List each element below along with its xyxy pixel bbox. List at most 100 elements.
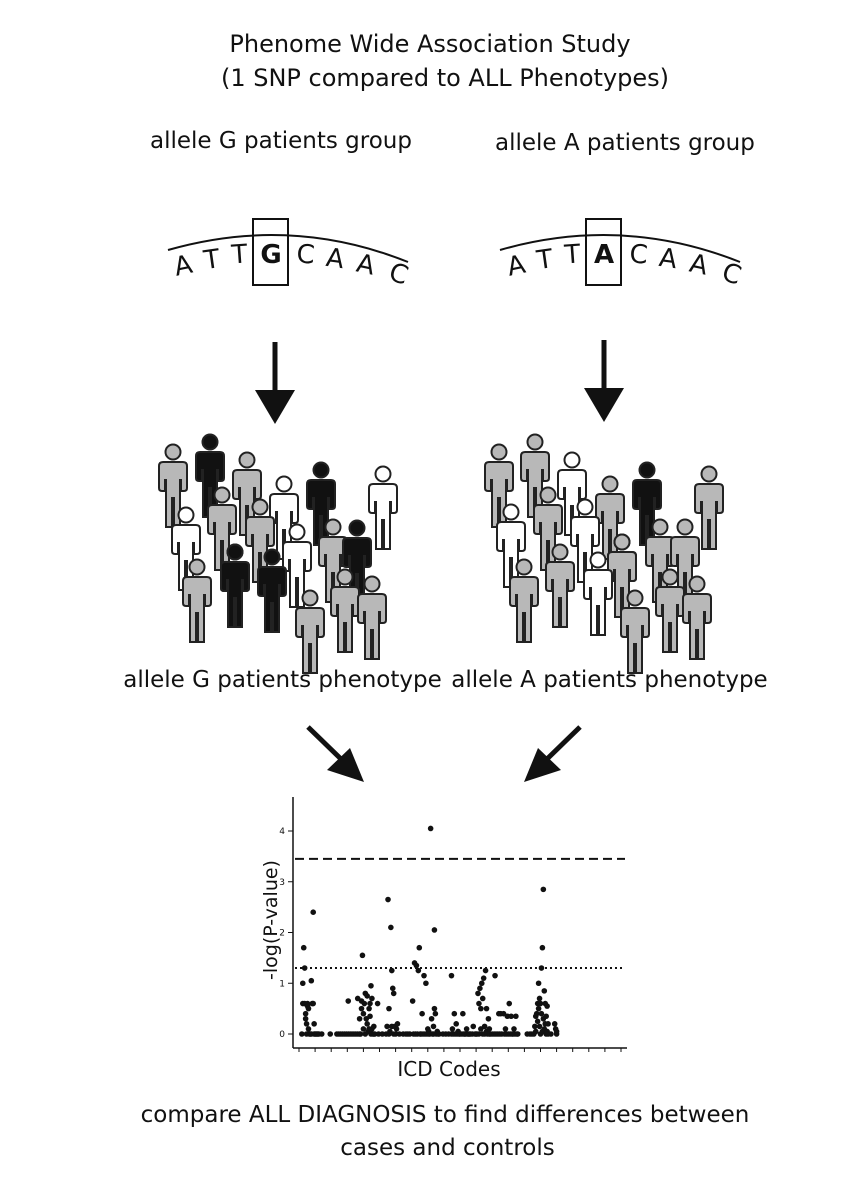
data-point	[308, 977, 315, 984]
data-point	[476, 1000, 482, 1007]
allele-g-merge-arrow	[306, 725, 364, 782]
data-point	[470, 1023, 477, 1030]
data-point	[389, 985, 396, 992]
allele-a-phenotype-label: allele A patients phenotype	[451, 667, 768, 693]
data-point	[302, 1010, 309, 1017]
y-tick-label: 2	[279, 929, 285, 939]
data-point	[460, 1010, 466, 1017]
data-point	[483, 1005, 490, 1012]
data-point	[374, 1000, 381, 1007]
data-point	[364, 993, 370, 999]
data-point	[506, 1000, 513, 1007]
allele-a-merge-arrow	[524, 725, 582, 782]
allele-a-down-arrow	[584, 340, 624, 422]
allele-g-base-2: T	[201, 244, 222, 276]
allele-a-base-5: C	[628, 239, 648, 270]
allele-g-snp-base: G	[260, 240, 281, 270]
data-point	[301, 965, 308, 971]
data-point	[361, 1000, 368, 1007]
data-point	[421, 972, 427, 979]
data-point	[477, 985, 483, 992]
allele-a-base-2: T	[534, 244, 555, 276]
data-point	[427, 825, 434, 832]
x-axis-label: ICD Codes	[397, 1057, 500, 1081]
allele-g-patient-crowd	[158, 433, 398, 674]
y-axis-label: -log(P-value)	[260, 860, 282, 980]
allele-a-group-label: allele A patients group	[495, 130, 755, 156]
data-point	[357, 1031, 364, 1037]
y-tick-label: 1	[279, 979, 285, 989]
data-point	[360, 1010, 367, 1017]
data-point	[535, 1005, 542, 1012]
data-point	[386, 1005, 392, 1012]
data-point	[393, 1026, 400, 1032]
data-point	[423, 980, 429, 987]
patient-figure-carrier	[694, 465, 724, 550]
data-point	[311, 1021, 317, 1027]
data-point	[303, 1021, 310, 1027]
data-point	[432, 1010, 439, 1017]
allele-g-down-arrow	[255, 342, 295, 424]
data-point	[389, 967, 395, 974]
data-point	[543, 1013, 549, 1020]
data-point	[299, 1031, 305, 1037]
data-point	[532, 1028, 539, 1035]
data-point	[367, 1000, 373, 1007]
data-point	[327, 1031, 334, 1037]
y-tick-label: 0	[279, 1030, 285, 1040]
data-point	[537, 1000, 544, 1007]
conclusion-line-1: compare ALL DIAGNOSIS to find difference…	[140, 1102, 750, 1128]
data-point	[463, 1026, 470, 1032]
allele-a-patient-crowd	[484, 433, 724, 674]
data-point	[541, 988, 548, 994]
data-point	[535, 980, 542, 987]
data-point	[366, 1005, 372, 1012]
data-point	[481, 1023, 488, 1030]
data-point	[486, 1026, 493, 1032]
data-point	[367, 1013, 373, 1020]
allele-g-base-1: A	[172, 250, 196, 283]
data-point	[478, 980, 485, 987]
data-point	[514, 1031, 521, 1037]
data-point	[536, 995, 543, 1002]
data-point	[453, 1021, 460, 1027]
data-point	[409, 998, 416, 1004]
data-point	[492, 972, 498, 979]
data-point	[540, 886, 547, 893]
data-point	[310, 1000, 317, 1007]
data-point	[345, 998, 352, 1004]
data-point	[534, 1018, 541, 1025]
data-point	[431, 927, 438, 933]
data-point	[359, 952, 366, 959]
allele-g-base-3: T	[229, 239, 248, 270]
y-tick-label: 4	[279, 827, 285, 837]
data-point	[511, 1026, 517, 1032]
data-point	[475, 990, 481, 997]
data-point	[394, 1021, 401, 1027]
data-point	[448, 972, 455, 979]
data-point	[538, 965, 545, 971]
diagram-subtitle: (1 SNP compared to ALL Phenotypes)	[220, 64, 670, 92]
data-point	[544, 1003, 550, 1009]
allele-g-phenotype-label: allele G patients phenotype	[123, 667, 442, 693]
data-point	[302, 1015, 309, 1022]
data-point	[548, 1031, 554, 1037]
data-point	[533, 1010, 540, 1017]
patient-figure-unaffected	[368, 465, 398, 550]
data-point	[413, 962, 420, 969]
allele-g-base-5: C	[295, 239, 315, 270]
data-point	[553, 1028, 560, 1035]
allele-g-highlight-box	[252, 218, 289, 286]
data-point	[384, 1023, 390, 1030]
data-point	[451, 1010, 458, 1017]
data-point	[310, 909, 317, 915]
conclusion-line-2: cases and controls	[340, 1135, 555, 1161]
data-point	[369, 995, 375, 1002]
allele-g-group-label: allele G patients group	[150, 128, 412, 154]
allele-a-base-6: A	[657, 243, 679, 275]
data-point	[536, 1023, 543, 1030]
y-tick-label: 3	[279, 878, 285, 888]
data-point	[368, 982, 374, 989]
data-point	[415, 967, 422, 974]
